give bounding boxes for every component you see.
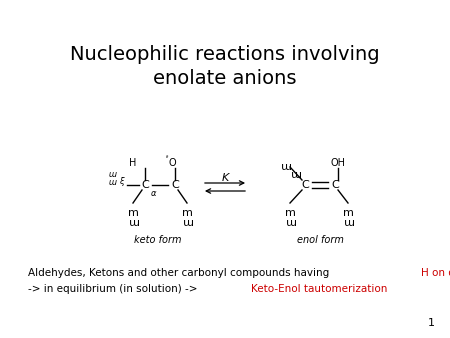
Text: C: C <box>171 180 179 190</box>
Text: keto form: keto form <box>134 235 182 245</box>
Text: $^{\delta}$: $^{\delta}$ <box>165 154 169 160</box>
Text: Keto-Enol tautomerization: Keto-Enol tautomerization <box>251 284 387 294</box>
Text: m: m <box>127 208 139 218</box>
Text: m: m <box>284 216 296 226</box>
Text: H on α-C: H on α-C <box>421 268 450 278</box>
Text: $\alpha$: $\alpha$ <box>150 190 158 198</box>
Text: m: m <box>342 208 353 218</box>
Text: m: m <box>109 169 117 177</box>
Text: H: H <box>129 158 137 168</box>
Text: O: O <box>168 158 176 168</box>
Text: m: m <box>289 168 301 178</box>
Text: enol form: enol form <box>297 235 343 245</box>
Text: OH: OH <box>330 158 346 168</box>
Text: m: m <box>127 216 139 226</box>
Text: m: m <box>342 216 353 226</box>
Text: C: C <box>301 180 309 190</box>
Text: K: K <box>221 173 229 183</box>
Text: C: C <box>331 180 339 190</box>
Text: Nucleophilic reactions involving
enolate anions: Nucleophilic reactions involving enolate… <box>70 45 380 88</box>
Text: m: m <box>284 208 296 218</box>
Text: 1: 1 <box>428 318 435 328</box>
Text: -> in equilibrium (in solution) ->: -> in equilibrium (in solution) -> <box>28 284 201 294</box>
Text: m: m <box>181 216 193 226</box>
Text: m: m <box>279 160 290 170</box>
Text: C: C <box>141 180 149 190</box>
Text: m: m <box>181 208 193 218</box>
Text: m: m <box>109 176 117 186</box>
Text: $\xi$: $\xi$ <box>119 174 126 188</box>
Text: Aldehydes, Ketons and other carbonyl compounds having: Aldehydes, Ketons and other carbonyl com… <box>28 268 333 278</box>
